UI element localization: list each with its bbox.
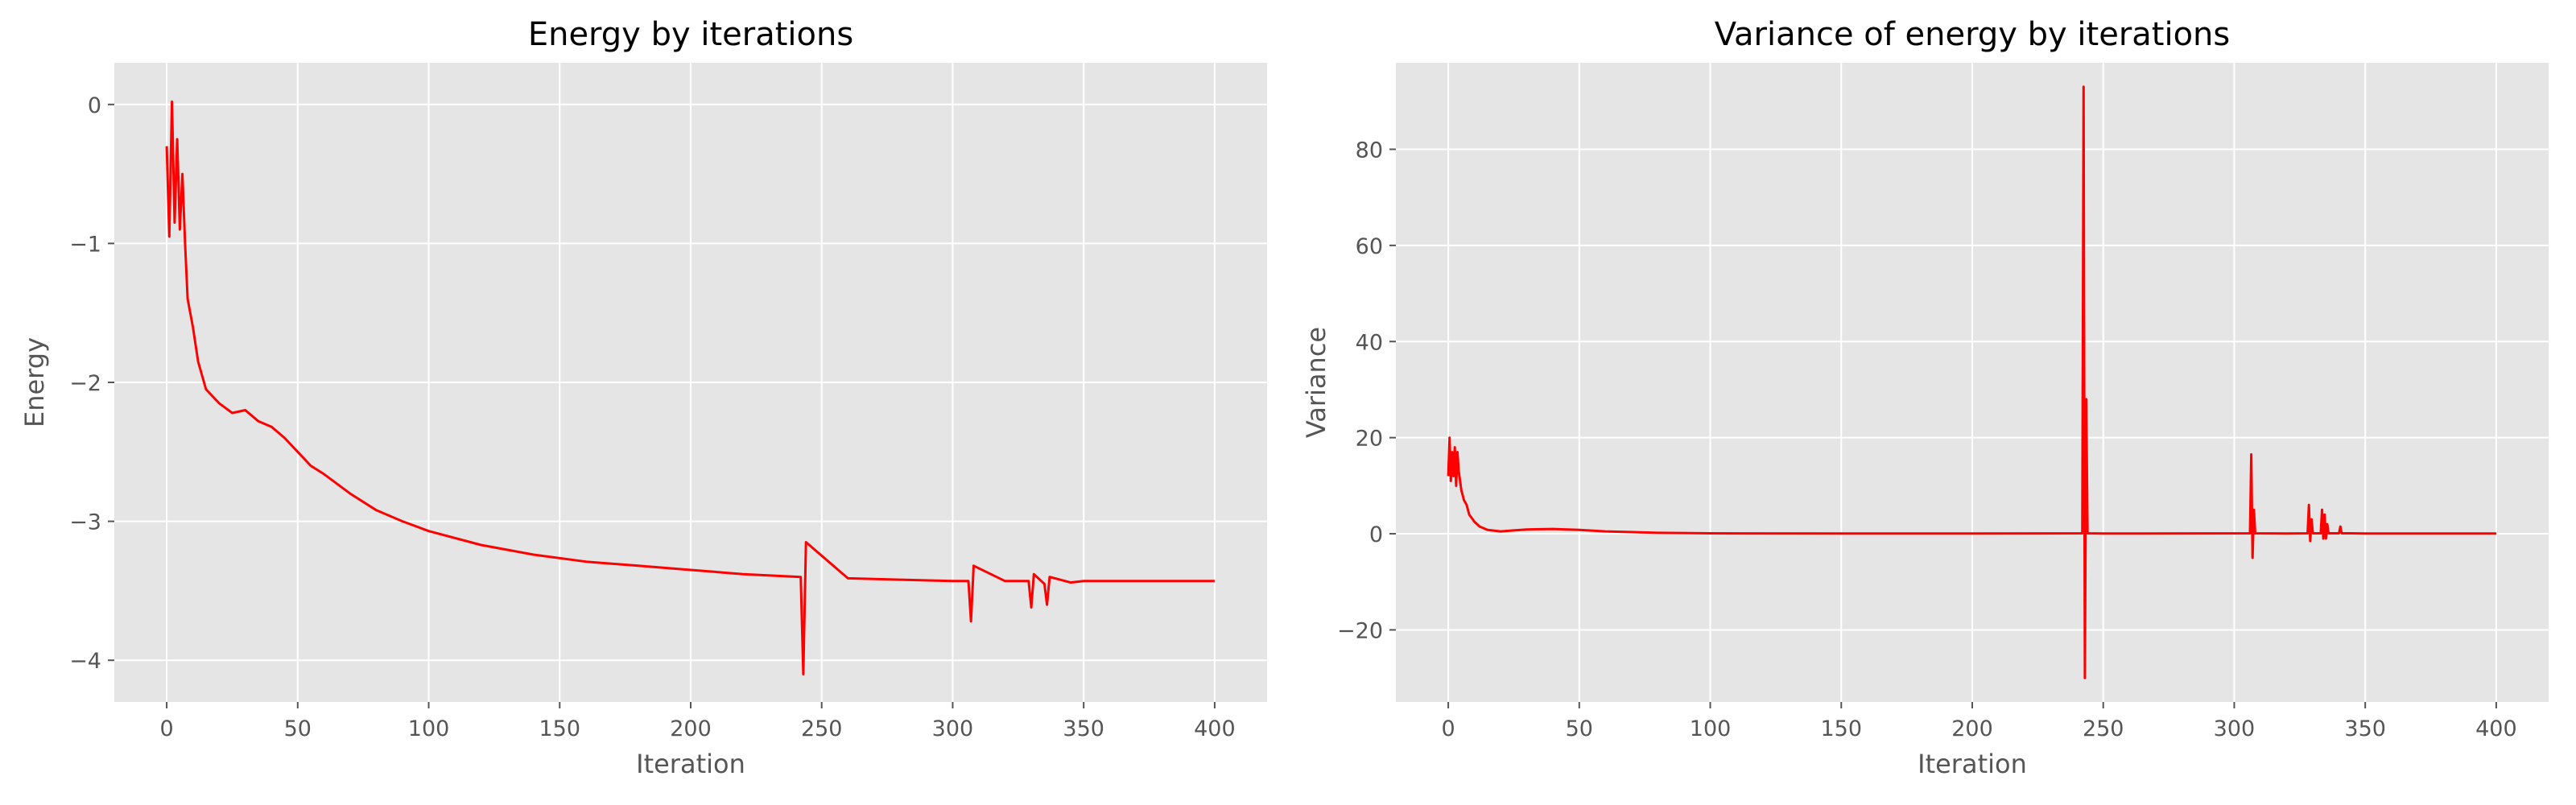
variance-x-tick-label: 200 <box>1951 716 1993 741</box>
variance-x-tick-label: 400 <box>2475 716 2517 741</box>
energy-x-tick-label: 50 <box>284 716 312 741</box>
energy-x-tick-label: 100 <box>408 716 450 741</box>
variance-x-tick-label: 50 <box>1566 716 1593 741</box>
variance-y-tick-label: 20 <box>1356 427 1383 452</box>
variance-series <box>1447 85 2496 679</box>
variance-series-line <box>1447 85 2496 679</box>
energy-y-tick-label: 0 <box>88 93 101 118</box>
variance-x-tick-label: 250 <box>2083 716 2124 741</box>
variance-x-tick-label: 300 <box>2214 716 2256 741</box>
variance-y-tick-label: −20 <box>1337 618 1383 643</box>
variance-y-tick-label: 0 <box>1369 522 1383 547</box>
energy-y-axis-label: Energy <box>19 337 50 427</box>
energy-x-tick-label: 0 <box>159 716 173 741</box>
energy-ticks: 0 50 100 150 200 250 300 350 400 0 −1 −2 −3 −4 <box>69 93 1235 741</box>
variance-y-tick-label: 40 <box>1356 330 1383 355</box>
variance-x-tick-label: 100 <box>1690 716 1732 741</box>
energy-y-tick-label: −2 <box>69 371 101 396</box>
variance-x-tick-label: 350 <box>2344 716 2386 741</box>
energy-y-tick-label: −1 <box>69 232 101 257</box>
energy-x-tick-label: 350 <box>1063 716 1104 741</box>
energy-grid <box>114 63 1267 702</box>
energy-x-tick-label: 250 <box>801 716 843 741</box>
energy-series <box>165 100 1215 675</box>
energy-y-tick-label: −3 <box>69 510 101 535</box>
energy-chart: 0 50 100 150 200 250 300 350 400 0 −1 −2 −3 −4 Energy… <box>19 16 1267 779</box>
variance-x-axis-label: Iteration <box>1918 749 2027 779</box>
variance-x-tick-label: 150 <box>1820 716 1862 741</box>
energy-x-axis-label: Iteration <box>636 749 745 779</box>
energy-chart-title: Energy by iterations <box>528 16 853 53</box>
variance-y-tick-label: 80 <box>1356 138 1383 163</box>
variance-chart-title: Variance of energy by iterations <box>1715 16 2230 53</box>
variance-y-axis-label: Variance <box>1301 327 1331 438</box>
energy-y-tick-label: −4 <box>69 649 101 674</box>
energy-x-tick-label: 300 <box>932 716 974 741</box>
variance-y-tick-label: 60 <box>1356 234 1383 259</box>
energy-x-tick-label: 200 <box>670 716 712 741</box>
energy-series-line <box>165 100 1215 675</box>
energy-x-tick-label: 150 <box>539 716 580 741</box>
energy-x-tick-label: 400 <box>1194 716 1236 741</box>
variance-x-tick-label: 0 <box>1441 716 1455 741</box>
